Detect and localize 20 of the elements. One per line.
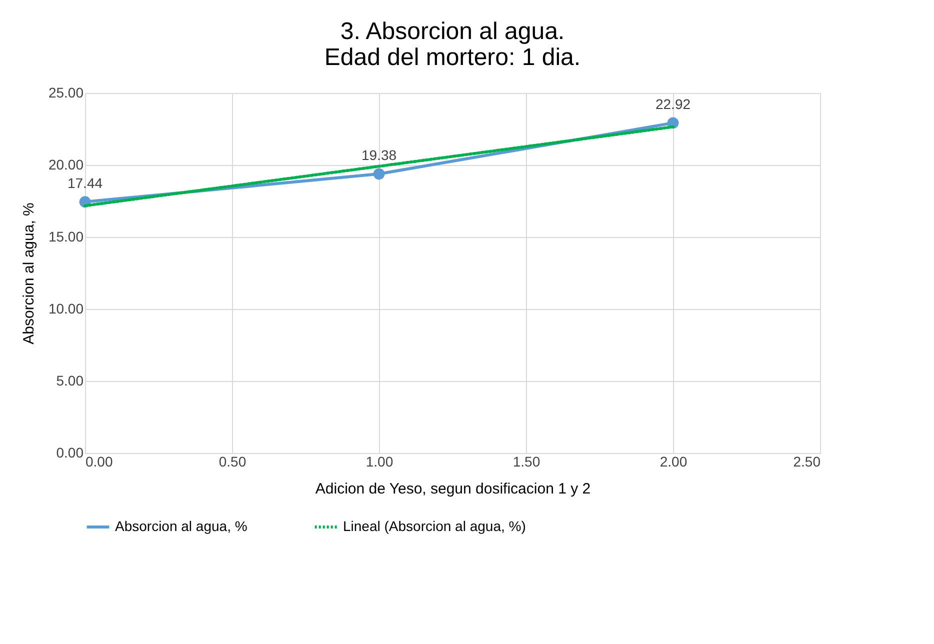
x-tick-label: 2.50 bbox=[793, 454, 821, 470]
text: Edad del mortero: 1 dia. bbox=[324, 44, 581, 71]
y-tick-label: 15.00 bbox=[48, 228, 84, 244]
x-axis-title: Adicion de Yeso, segun dosificacion 1 y 2 bbox=[315, 480, 591, 498]
x-tick-label: 0.00 bbox=[86, 454, 113, 470]
y-tick-label: 10.00 bbox=[48, 300, 84, 316]
x-tick-label: 0.50 bbox=[218, 454, 246, 470]
x-tick-label: 2.00 bbox=[660, 454, 688, 470]
legend-label: Absorcion al agua, % bbox=[115, 518, 248, 534]
y-tick-label: 5.00 bbox=[56, 372, 84, 388]
y-tick-label: 20.00 bbox=[48, 156, 84, 172]
data-label: 22.92 bbox=[655, 96, 691, 112]
x-tick-label: 1.00 bbox=[366, 454, 394, 470]
legend-label: Lineal (Absorcion al agua, %) bbox=[343, 518, 526, 534]
text: 3. Absorcion al agua. bbox=[340, 18, 565, 45]
data-label: 17.44 bbox=[67, 174, 103, 191]
data-label: 19.38 bbox=[361, 146, 397, 163]
y-axis-title: Absorcion al agua, % bbox=[20, 202, 38, 344]
x-tick-label: 1.50 bbox=[512, 454, 540, 470]
y-tick-label: 25.00 bbox=[48, 84, 84, 100]
